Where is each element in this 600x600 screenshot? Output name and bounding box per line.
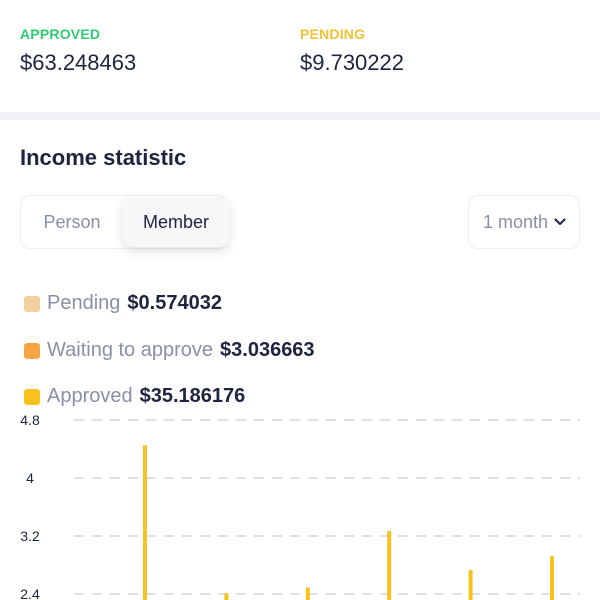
chart-bar[interactable] [468,570,473,600]
chart-bar[interactable] [387,530,392,600]
chart-bar[interactable] [224,593,229,600]
legend-label-pending: Pending [47,292,121,314]
legend-swatch-approved [24,388,40,405]
legend-item-pending: Pending $0.574032 [24,292,222,315]
y-tick-label: 2.4 [20,586,40,600]
income-bar-chart: 4.8 4 3.2 2.4 [20,412,580,600]
legend-value-waiting: $3.036663 [220,339,315,361]
y-tick-label: 3.2 [20,528,40,544]
y-tick-label: 4.8 [20,412,40,428]
legend-swatch-pending [24,295,40,312]
chart-bar[interactable] [550,556,554,600]
earnings-summary: APPROVED $63.248463 PENDING $9.730222 [0,0,600,112]
legend-label-approved: Approved [47,385,133,407]
period-select[interactable]: 1 month [468,195,580,249]
legend-value-pending: $0.574032 [127,292,222,314]
chart-grid [74,419,580,595]
chevron-down-icon [554,218,566,226]
y-axis-ticks: 4.8 4 3.2 2.4 [20,412,40,600]
income-statistic-title: Income statistic [20,145,187,170]
legend-item-waiting: Waiting to approve $3.036663 [24,339,315,362]
pending-label: PENDING [300,26,366,42]
tab-person[interactable]: Person [43,211,101,232]
pending-summary: PENDING $9.730222 [300,26,404,76]
chart-bar[interactable] [143,445,147,600]
y-tick-label: 4 [26,470,34,486]
chart-bar[interactable] [305,587,310,600]
period-select-value: 1 month [483,211,549,232]
chart-bars [143,445,554,600]
legend-value-approved: $35.186176 [139,385,246,407]
legend-item-approved: Approved $35.186176 [24,385,245,408]
person-member-toggle: Person Member [20,195,229,249]
approved-amount: $63.248463 [20,50,137,75]
legend-label-waiting: Waiting to approve [47,339,214,361]
section-divider [0,112,600,120]
legend-swatch-waiting [24,342,40,359]
approved-label: APPROVED [20,26,101,42]
tab-member[interactable]: Member [123,197,229,247]
approved-summary: APPROVED $63.248463 [20,26,136,76]
pending-amount: $9.730222 [300,50,404,75]
